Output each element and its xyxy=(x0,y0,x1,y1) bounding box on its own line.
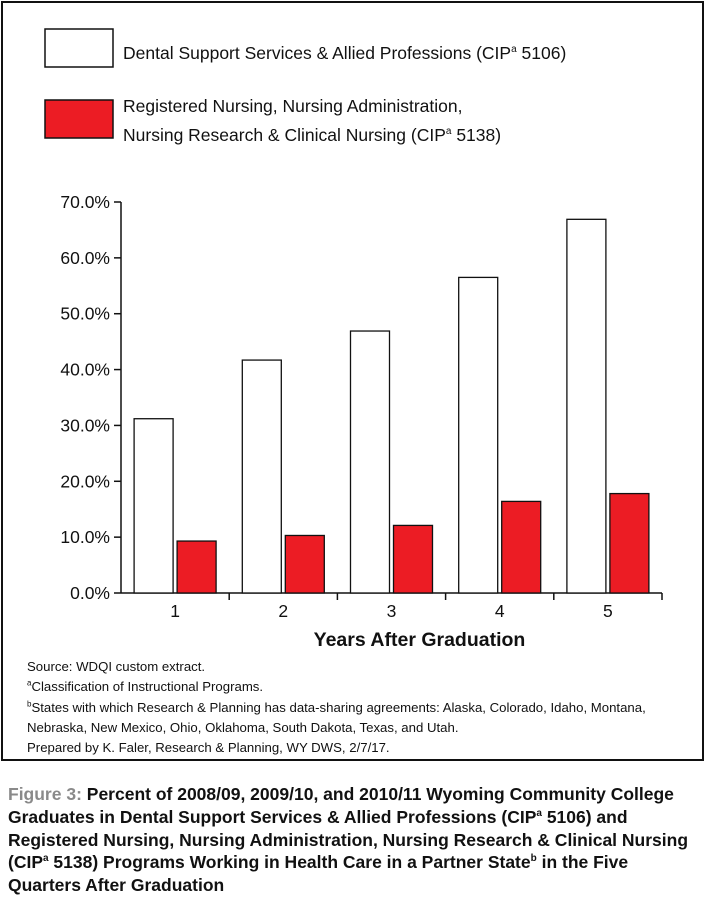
y-tick-label: 40.0% xyxy=(60,360,110,380)
bar-dental-4 xyxy=(458,276,499,594)
bar-dental-3 xyxy=(349,330,391,594)
y-tick-label: 70.0% xyxy=(60,192,110,212)
prepared-by-note: Prepared by K. Faler, Research & Plannin… xyxy=(27,740,390,756)
y-tick-label: 20.0% xyxy=(60,471,110,491)
footnote-a: aClassification of Instructional Program… xyxy=(27,678,264,695)
x-tick-label: 5 xyxy=(603,601,613,621)
y-tick-label: 10.0% xyxy=(60,527,110,547)
x-tick-label: 3 xyxy=(387,601,397,621)
legend-label-dental: Dental Support Services & Allied Profess… xyxy=(123,42,567,63)
x-tick-label: 1 xyxy=(170,601,180,621)
legend-swatch-dental xyxy=(44,28,114,68)
bar-nursing-4 xyxy=(501,500,542,594)
figure-caption: Figure 3: Percent of 2008/09, 2009/10, a… xyxy=(8,784,689,896)
y-tick-label: 50.0% xyxy=(60,304,110,324)
x-tick-label: 2 xyxy=(278,601,288,621)
chart-frame: 0.0% 10.0% 20.0% 30.0% 40.0% 50.0% 60.0% 70.0% 1… xyxy=(1,1,704,761)
bar-nursing-2 xyxy=(284,534,325,594)
figure-label: Figure 3: xyxy=(8,784,87,804)
legend-label-nursing: Registered Nursing, Nursing Administrati… xyxy=(123,96,502,145)
bar-nursing-5 xyxy=(609,492,650,594)
x-tick-label: 4 xyxy=(495,601,505,621)
footnote-b: bStates with which Research & Planning h… xyxy=(27,699,646,735)
bar-dental-5 xyxy=(566,218,607,594)
chart-notes: Source: WDQI custom extract. aClassifica… xyxy=(27,657,697,758)
y-tick-label: 30.0% xyxy=(60,415,110,435)
bar-chart: 0.0% 10.0% 20.0% 30.0% 40.0% 50.0% 60.0% 70.0% 1… xyxy=(44,28,663,651)
source-note: Source: WDQI custom extract. xyxy=(27,659,206,674)
bar-nursing-3 xyxy=(392,524,434,594)
y-tick-label: 0.0% xyxy=(70,583,110,603)
y-tick-label: 60.0% xyxy=(60,248,110,268)
bar-dental-2 xyxy=(241,359,282,594)
x-axis-title: Years After Graduation xyxy=(314,629,526,651)
bar-nursing-1 xyxy=(176,540,217,594)
legend-swatch-nursing xyxy=(44,99,114,139)
bar-dental-1 xyxy=(133,418,174,594)
